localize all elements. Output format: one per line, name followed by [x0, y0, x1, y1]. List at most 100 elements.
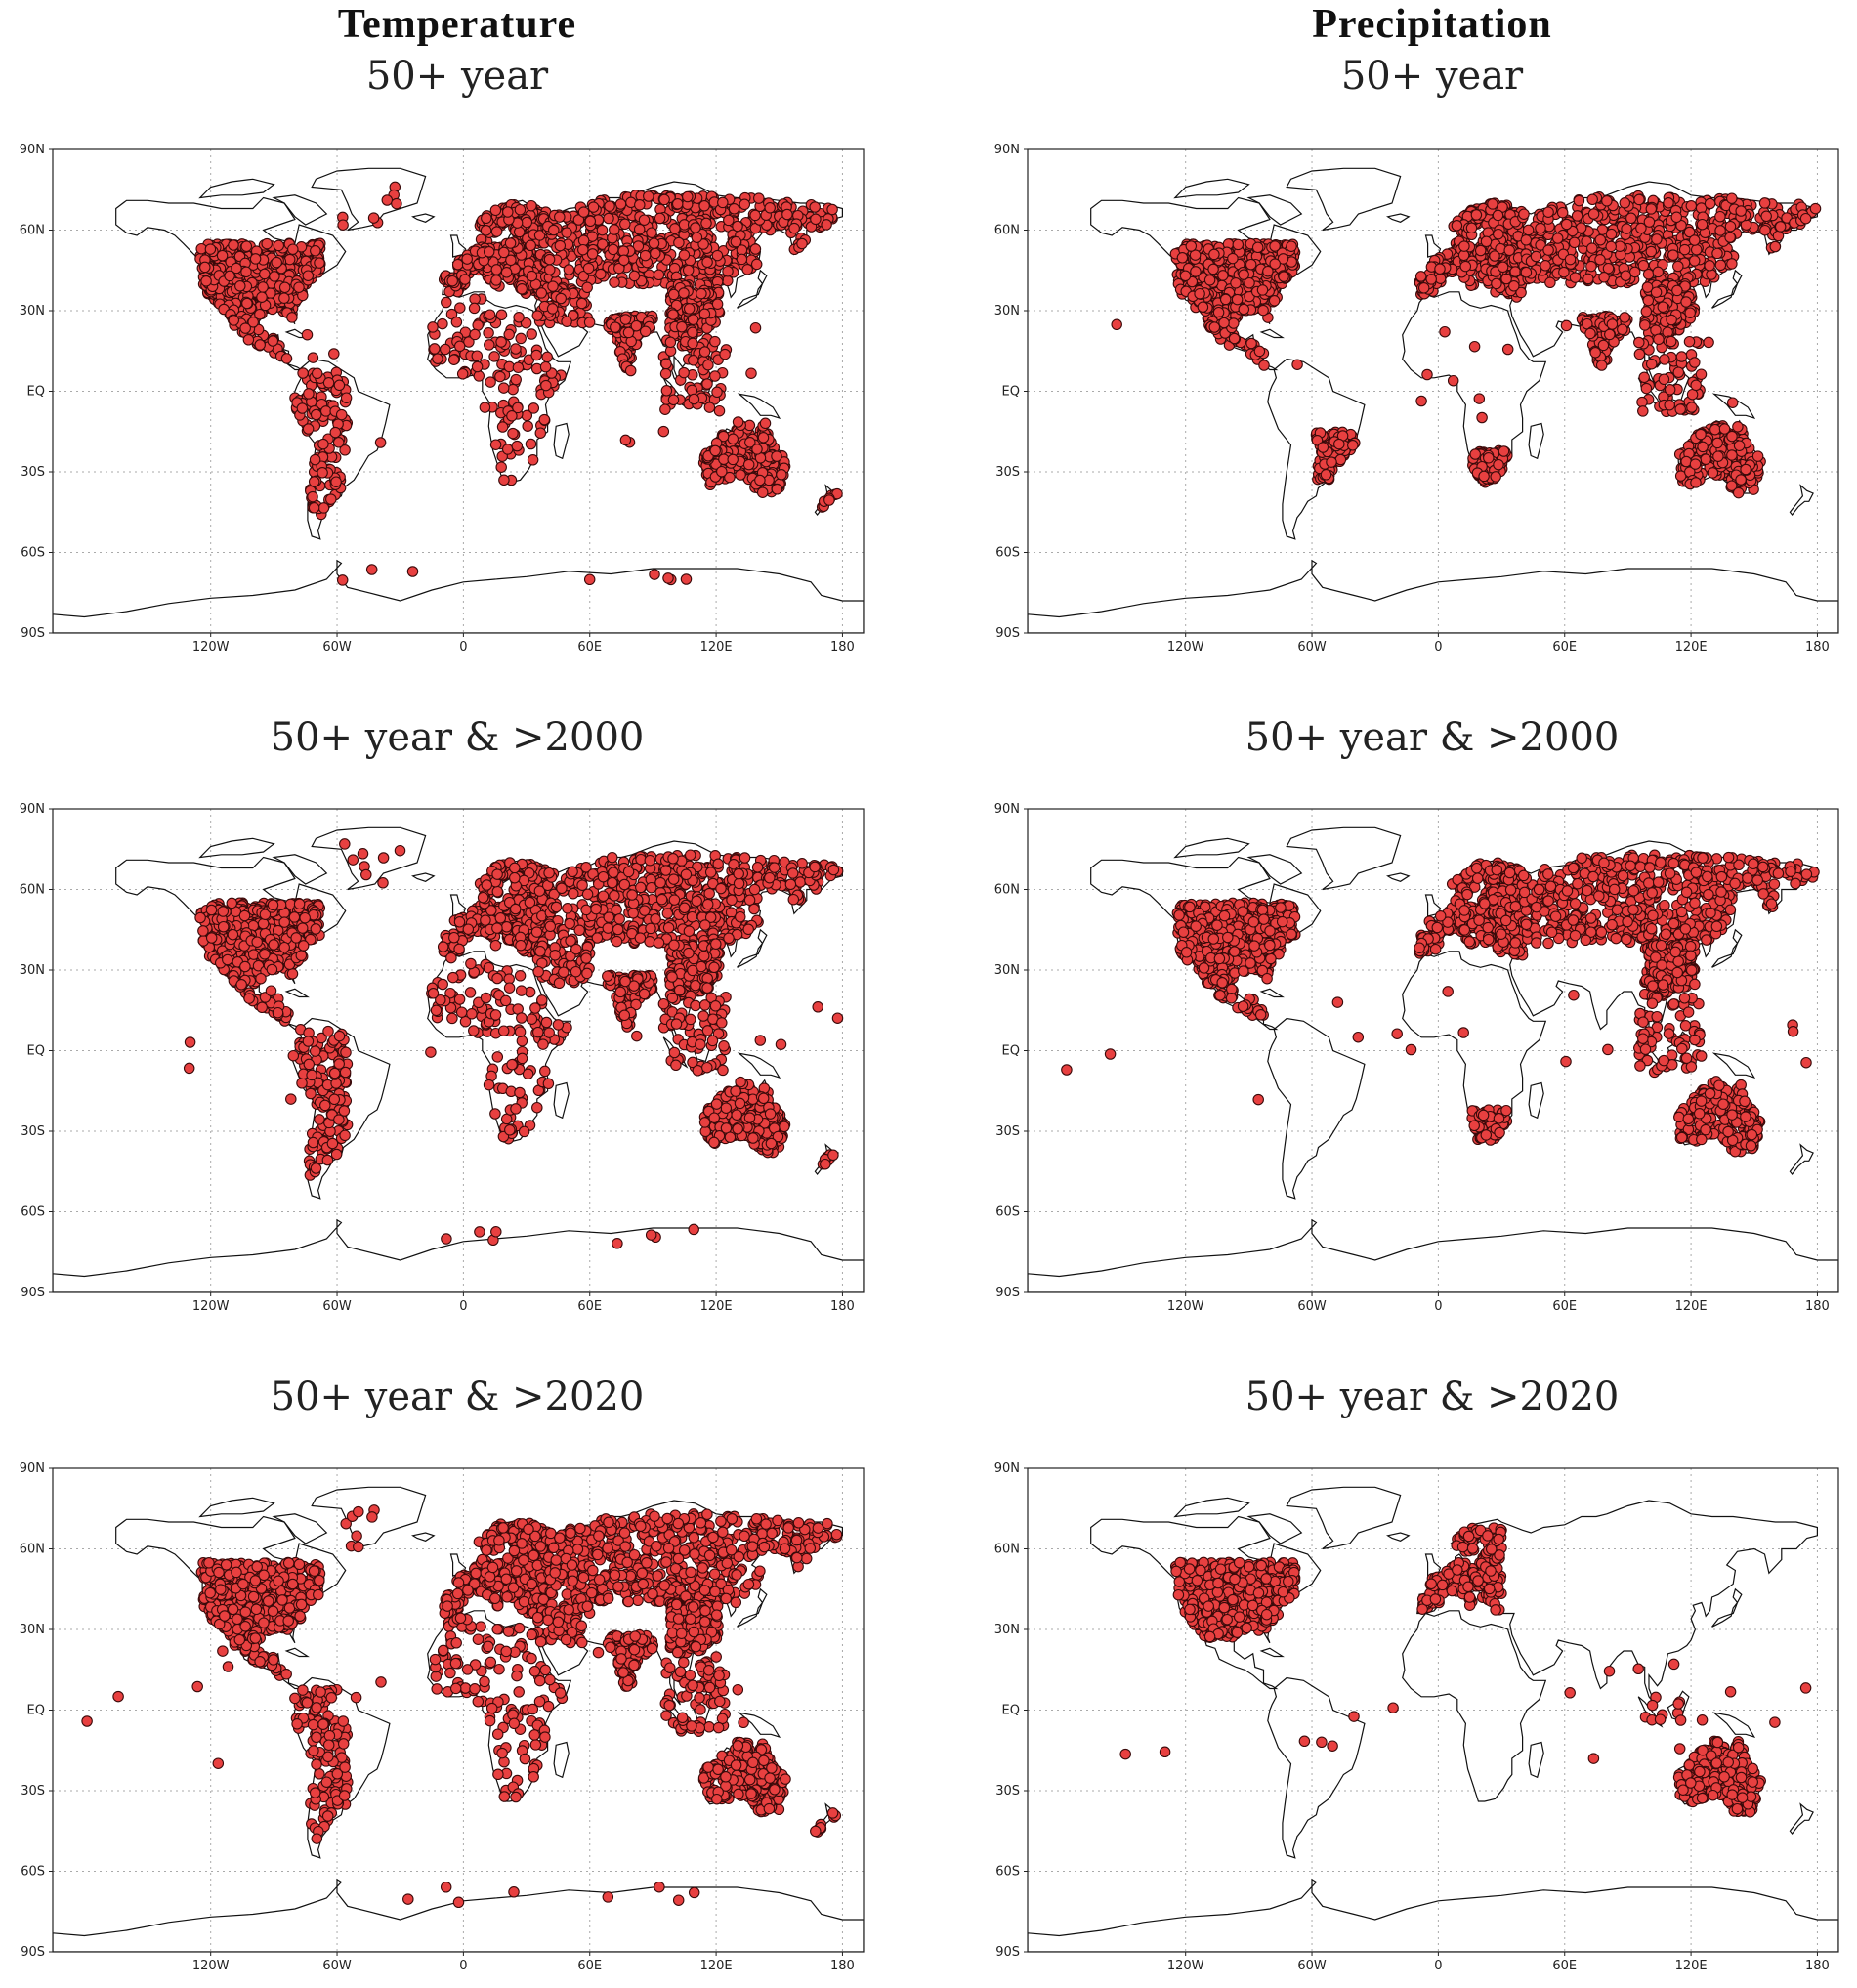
station-marker — [687, 337, 698, 350]
station-marker — [1686, 402, 1698, 413]
station-marker — [505, 254, 517, 267]
station-marker — [754, 474, 766, 486]
station-marker — [1286, 240, 1297, 252]
station-marker — [577, 234, 590, 247]
station-marker — [516, 283, 528, 295]
station-marker — [649, 569, 660, 580]
station-marker — [1487, 198, 1498, 210]
station-marker — [483, 327, 494, 339]
station-marker — [309, 453, 321, 466]
station-marker — [1257, 304, 1269, 317]
station-marker — [297, 367, 309, 379]
station-marker — [1544, 276, 1556, 289]
station-marker — [757, 432, 770, 444]
station-marker — [506, 410, 518, 422]
station-marker — [1269, 258, 1281, 270]
station-marker — [781, 208, 793, 221]
station-marker — [502, 206, 514, 218]
station-marker — [1664, 399, 1675, 411]
station-marker — [1685, 200, 1698, 212]
station-marker — [1480, 235, 1493, 248]
station-marker — [662, 572, 674, 584]
station-marker — [582, 262, 595, 275]
station-marker — [555, 292, 567, 305]
station-marker — [278, 281, 291, 294]
station-marker — [577, 206, 590, 218]
station-marker — [732, 416, 744, 428]
station-marker — [521, 216, 533, 229]
station-marker — [440, 343, 451, 356]
precipitation-subtitle: 50+ year — [1340, 54, 1524, 99]
station-marker — [1675, 351, 1688, 362]
station-marker — [676, 320, 688, 333]
station-marker — [1774, 221, 1787, 233]
station-marker — [667, 394, 680, 406]
station-marker — [514, 203, 527, 216]
station-marker — [776, 469, 787, 481]
station-marker — [500, 267, 513, 278]
station-marker — [660, 358, 672, 370]
station-marker — [484, 339, 495, 351]
map-panel-precipitation-50yr: 90N 60N 30N EQ 30S 60S 90S 120W 60W 0 60E 120E 180 — [979, 142, 1843, 669]
station-marker — [633, 223, 646, 235]
station-marker — [296, 402, 309, 414]
station-marker — [1605, 240, 1617, 253]
station-marker — [744, 437, 756, 448]
coastline-afr — [427, 291, 572, 484]
station-marker — [1262, 265, 1274, 277]
precipitation-column-header: Precipitation 50+ year — [992, 0, 1857, 104]
station-marker — [577, 270, 590, 282]
station-marker — [680, 573, 693, 585]
station-marker — [1712, 450, 1724, 462]
station-marker — [273, 239, 285, 252]
station-marker — [495, 309, 508, 321]
station-marker — [609, 276, 620, 288]
station-marker — [809, 201, 821, 213]
coastline-arc2 — [272, 194, 328, 226]
station-marker — [648, 237, 660, 249]
station-marker — [1709, 423, 1721, 436]
station-marker — [1434, 263, 1446, 275]
row3-title-left: 50+ year & >2020 — [270, 1375, 645, 1419]
station-marker — [639, 249, 652, 262]
station-marker — [1278, 271, 1289, 282]
station-marker — [261, 237, 273, 250]
station-marker — [498, 246, 510, 259]
coastline-arc1 — [1173, 178, 1250, 199]
station-marker — [821, 219, 832, 231]
station-marker — [406, 566, 419, 577]
station-marker — [1665, 335, 1677, 348]
station-marker — [1253, 345, 1266, 358]
station-marker — [459, 274, 471, 285]
station-marker — [1688, 234, 1701, 246]
station-marker — [257, 281, 269, 293]
station-marker — [709, 444, 721, 457]
station-marker — [278, 292, 290, 304]
station-marker — [1594, 254, 1606, 266]
station-marker — [728, 203, 740, 215]
station-marker — [1414, 271, 1427, 282]
station-marker — [461, 253, 473, 265]
station-marker — [1238, 269, 1249, 280]
station-marker — [630, 319, 643, 332]
station-marker — [381, 194, 394, 206]
station-marker — [540, 379, 552, 392]
station-marker — [287, 243, 299, 255]
station-marker — [1493, 228, 1504, 240]
station-marker — [1598, 272, 1610, 283]
station-marker — [330, 476, 342, 487]
station-marker — [1751, 450, 1764, 462]
station-marker — [512, 402, 524, 414]
station-marker — [503, 328, 515, 341]
lon-tick-label: 60E — [577, 640, 602, 655]
station-marker — [667, 288, 680, 301]
station-marker — [454, 302, 466, 314]
station-marker — [456, 368, 469, 380]
station-marker — [1633, 348, 1646, 360]
station-marker — [512, 361, 525, 374]
station-marker — [622, 326, 635, 339]
station-marker — [200, 275, 212, 287]
station-marker — [365, 564, 378, 575]
station-marker — [1190, 266, 1202, 277]
station-marker — [489, 204, 502, 217]
